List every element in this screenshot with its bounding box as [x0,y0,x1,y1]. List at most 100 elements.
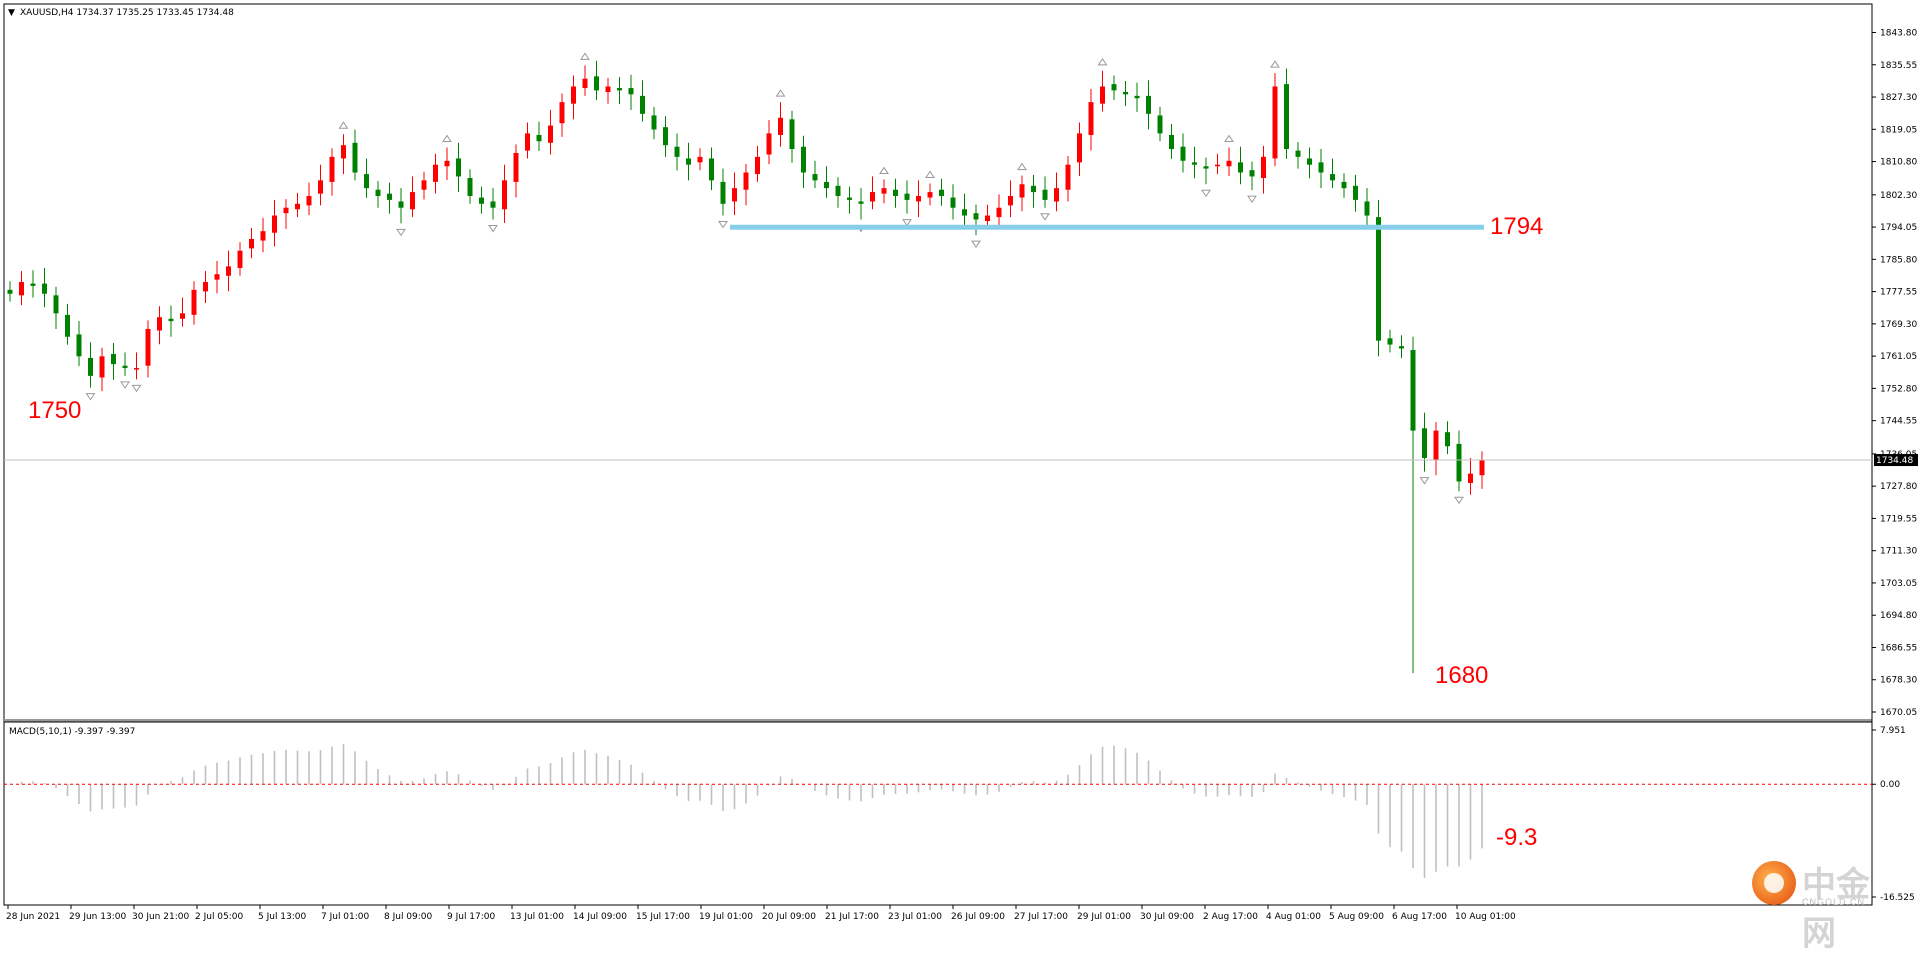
annotation-1794: 1794 [1490,213,1543,240]
time-tick-label: 8 Jul 09:00 [384,912,433,922]
candle-body [76,334,82,357]
candle-body [1422,428,1427,458]
candle-body [387,193,392,200]
macd-panel[interactable] [3,721,1873,906]
candle-body [145,328,151,366]
candle-body [904,193,910,200]
time-tick-label: 2 Aug 17:00 [1203,912,1258,922]
candle-body [490,201,496,208]
candle-body [743,172,749,190]
fractal-up-icon [1017,162,1027,171]
candle-body [916,195,921,202]
candle-body [1226,160,1232,167]
triangle-down-icon[interactable]: ▼ [8,8,15,18]
time-tick-label: 5 Aug 09:00 [1329,912,1384,922]
candle-body [1468,473,1473,484]
time-tick-label: 29 Jun 13:00 [69,912,126,922]
candle-body [375,189,381,196]
candle-body [7,289,13,294]
fractal-up-icon [925,170,935,178]
candle-body [766,133,772,155]
time-tick-label: 5 Jul 13:00 [258,912,307,922]
candle-body [709,158,714,181]
candle-body [651,115,657,130]
candle-body [341,145,346,159]
symbol-header: XAUUSD,H4 1734.37 1735.25 1733.45 1734.4… [20,8,234,18]
candle-body [1284,84,1289,150]
candle-body [1479,460,1485,476]
time-tick-label: 13 Jul 01:00 [510,912,564,922]
fractal-down-icon [1419,477,1430,485]
fractal-up-icon [338,121,349,129]
fractal-up-icon [1224,134,1234,142]
candle-body [203,282,208,292]
candle-body [433,164,438,182]
candle-body [283,207,289,214]
candle-body [456,158,461,177]
time-tick-label: 15 Jul 17:00 [636,912,690,922]
candle-body [812,174,818,181]
candle-body [1031,185,1036,193]
chart-canvas[interactable]: 1843.80 1835.55 1827.30 1819.05 1810.80 1802.… [0,0,1920,927]
candle-body [1318,162,1324,173]
candle-body [180,313,185,319]
candle-body [226,266,231,276]
price-tick-label: 1802.30 [1880,191,1917,201]
candle-body [1100,86,1105,104]
price-tick-label: 1744.55 [1880,417,1917,427]
candle-body [352,142,358,173]
candle-body [444,160,450,167]
fractal-down-icon [718,221,728,229]
candle-body [1410,350,1416,431]
fractal-down-icon [131,384,142,393]
annotation-macd-value: -9.3 [1496,824,1537,851]
time-tick-label: 30 Jul 09:00 [1140,912,1194,922]
candle-body [674,146,680,157]
candle-body [720,181,726,204]
candle-body [628,88,634,95]
fractal-up-icon [879,166,889,175]
candle-body [1054,188,1059,202]
candle-body [111,353,116,365]
candle-body [1134,95,1140,99]
price-tick-label: 1769.30 [1880,320,1917,330]
candle-body [272,215,277,233]
candle-body [1019,184,1025,198]
candle-body [732,188,737,202]
candle-body [479,197,484,204]
candle-body [939,189,944,196]
fractal-down-icon [488,224,498,233]
candle-body [686,158,691,165]
price-tick-label: 1819.05 [1880,125,1917,135]
candle-body [1042,189,1048,200]
candle-body [421,180,427,190]
logo-url: CNGOLD.CN [1802,897,1866,907]
time-tick-label: 29 Jul 01:00 [1077,912,1131,922]
candle-body [1433,430,1439,460]
candle-body [42,283,47,294]
candle-body [398,201,404,208]
fractal-up-icon [1097,57,1108,66]
time-tick-label: 9 Jul 17:00 [447,912,496,922]
panel-separator[interactable] [4,719,1872,722]
candle-body [559,102,565,124]
time-tick-label: 2 Jul 05:00 [195,912,244,922]
candle-body [582,78,588,89]
candle-body [778,117,783,135]
price-tick-label: 1703.05 [1880,579,1917,589]
annotation-1750: 1750 [28,397,81,424]
price-panel[interactable] [3,3,1873,725]
candle-body [1008,195,1013,206]
candle-body [1088,102,1094,135]
candle-body [835,185,841,196]
price-tick-label: 1752.80 [1880,384,1917,394]
time-tick-label: 10 Aug 01:00 [1455,912,1516,922]
candle-body [249,238,254,249]
price-tick-label: 1711.30 [1880,547,1917,557]
candle-body [88,357,93,376]
macd-bars-layer [20,744,1483,879]
candle-body [99,356,105,378]
candle-body [950,197,956,208]
candle-body [1456,443,1462,482]
candle-body [306,195,312,206]
